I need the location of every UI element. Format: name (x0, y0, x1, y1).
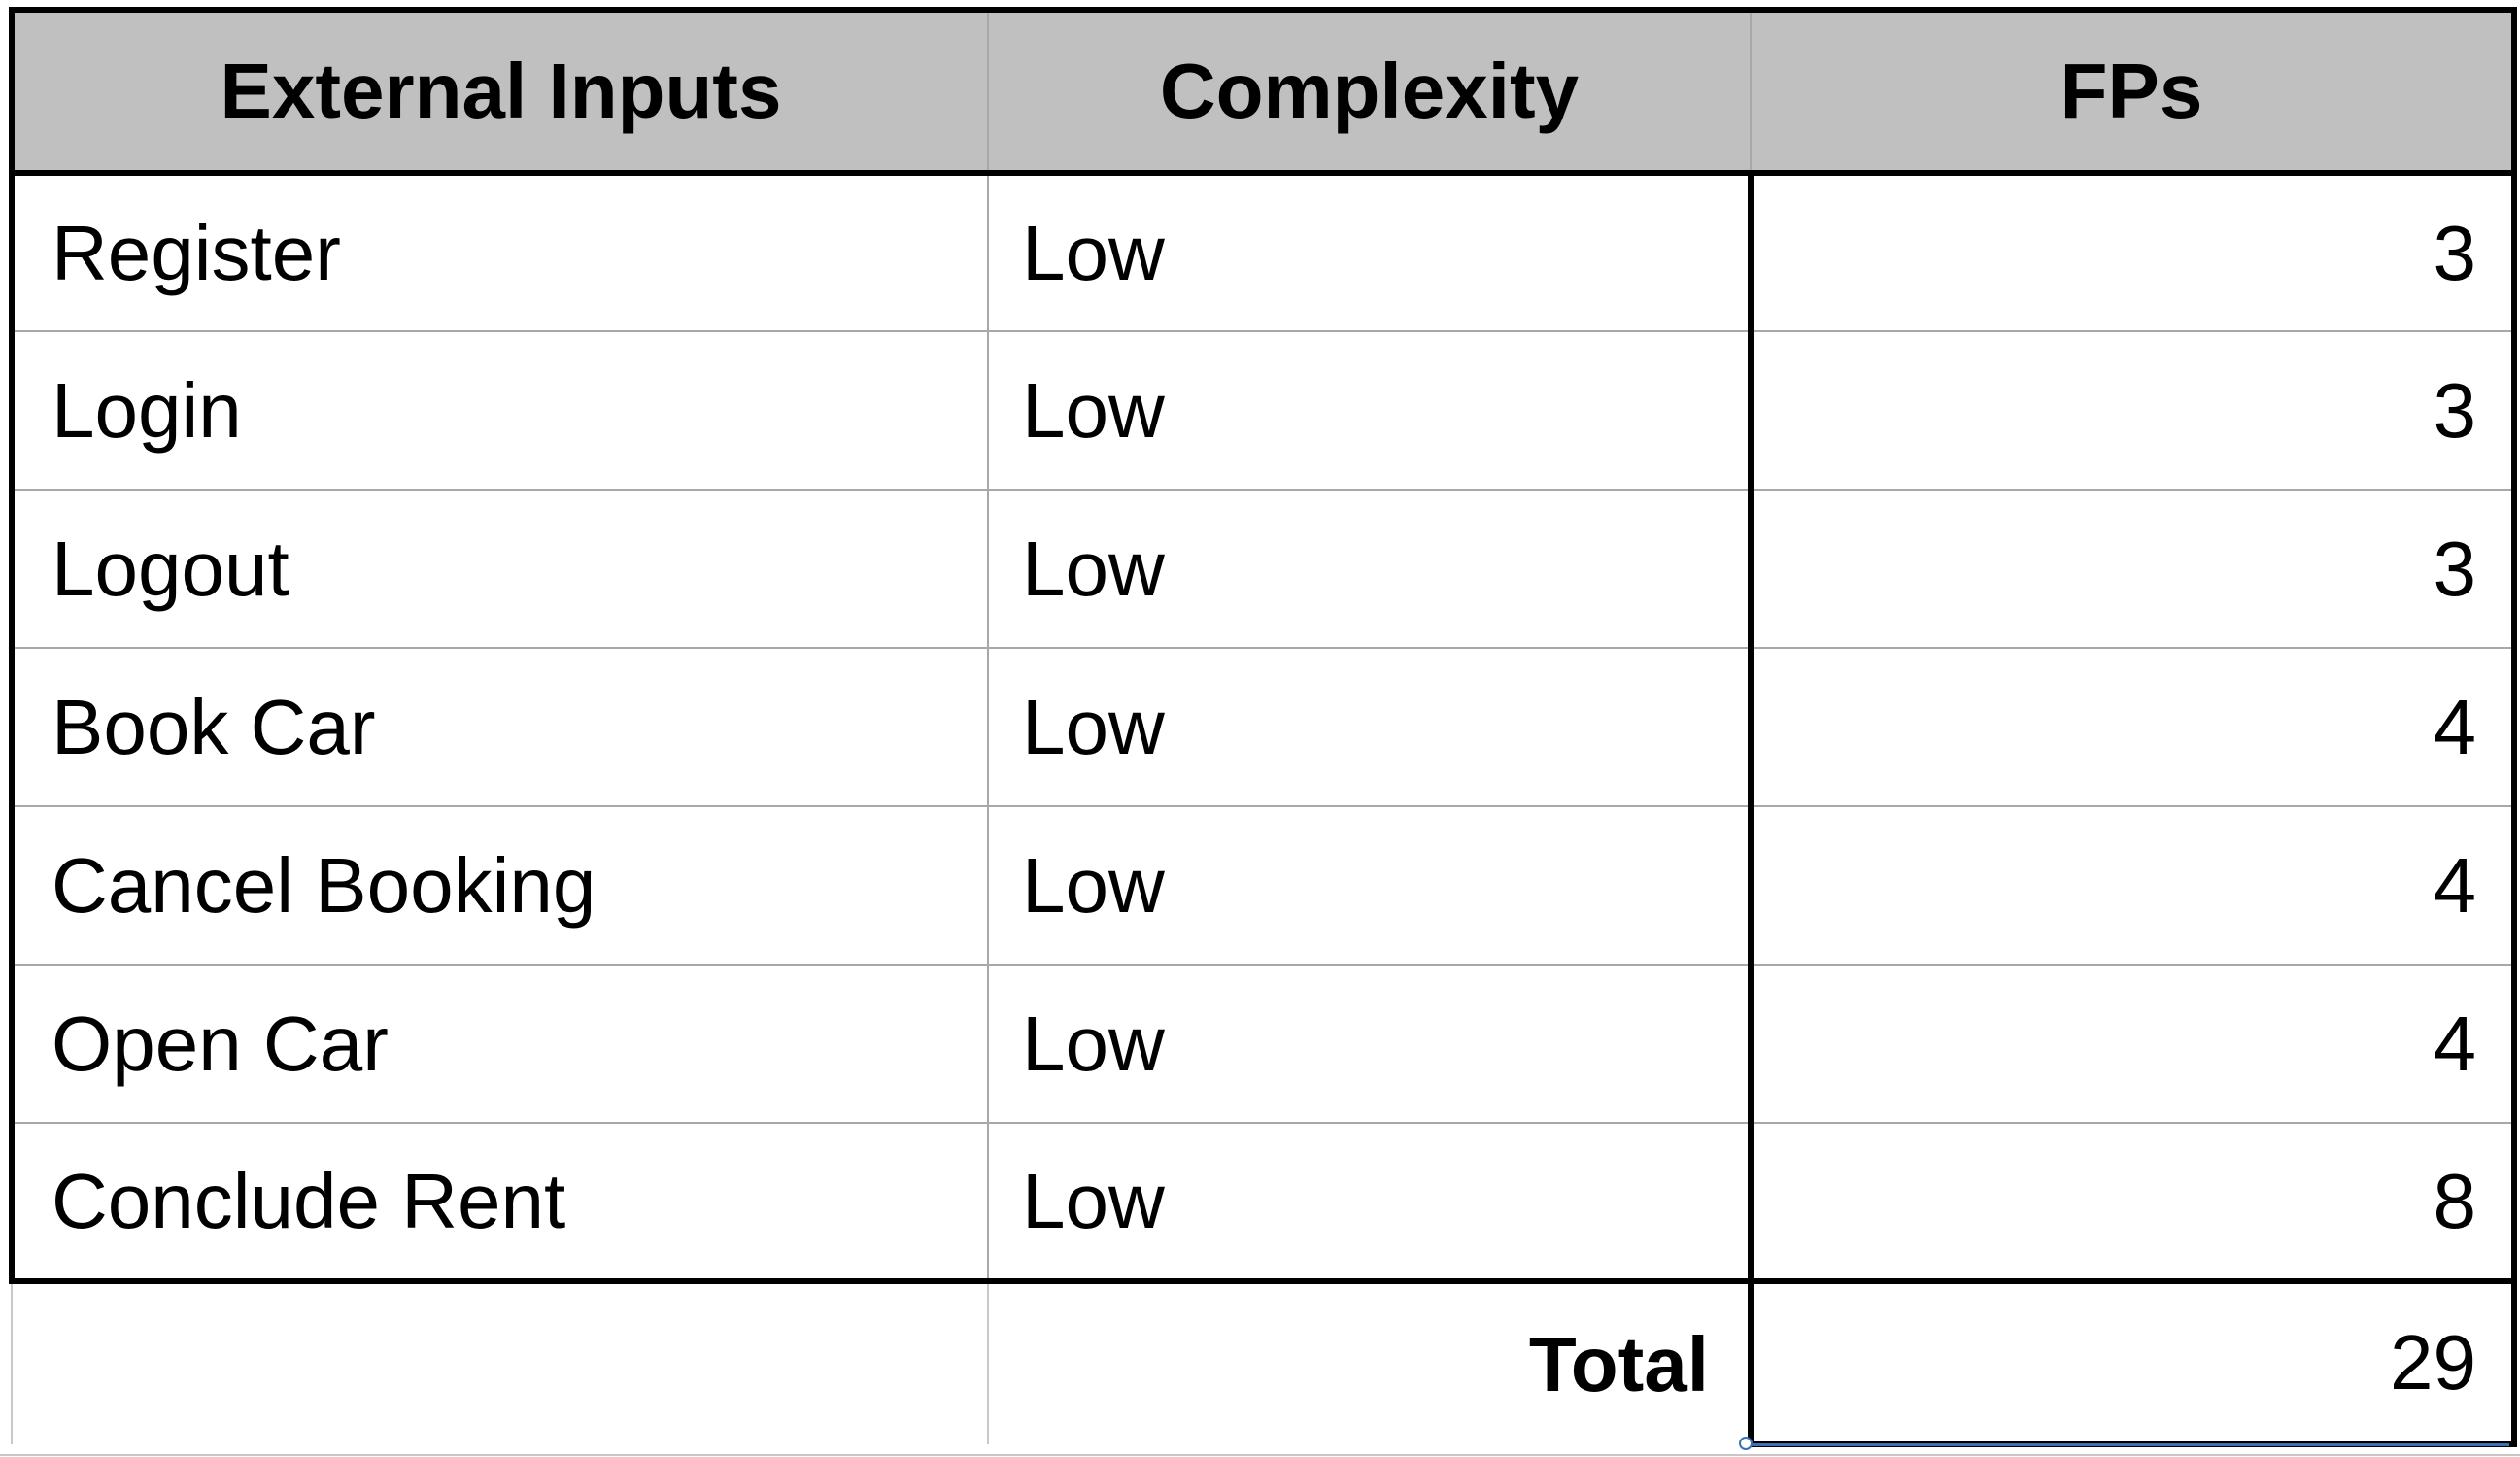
cell-input-name[interactable]: Cancel Booking (9, 806, 989, 966)
header-complexity[interactable]: Complexity (987, 7, 1752, 176)
cell-input-name[interactable]: Open Car (9, 965, 989, 1124)
table-header-row: External Inputs Complexity FPs (9, 7, 2517, 176)
cell-fps[interactable]: 3 (1748, 331, 2517, 491)
total-value[interactable]: 29 (1748, 1281, 2517, 1447)
cell-input-name[interactable]: Conclude Rent (9, 1123, 989, 1284)
selection-handle[interactable] (1739, 1437, 1753, 1450)
table-row: Login Low 3 (9, 331, 2517, 491)
cell-complexity[interactable]: Low (987, 648, 1752, 807)
total-label[interactable]: Total (987, 1281, 1752, 1444)
cell-complexity[interactable]: Low (987, 173, 1752, 332)
cell-fps[interactable]: 4 (1748, 648, 2517, 807)
table-row: Open Car Low 4 (9, 965, 2517, 1124)
cell-selection-border (1746, 1443, 2509, 1446)
header-external-inputs[interactable]: External Inputs (9, 7, 989, 176)
cell-input-name[interactable]: Login (9, 331, 989, 491)
table-row: Book Car Low 4 (9, 648, 2517, 807)
header-fps[interactable]: FPs (1750, 7, 2517, 176)
cell-input-name[interactable]: Book Car (9, 648, 989, 807)
table-row: Logout Low 3 (9, 490, 2517, 649)
cell-fps[interactable]: 4 (1748, 806, 2517, 966)
sheet-gridline (0, 1454, 2520, 1456)
cell-complexity[interactable]: Low (987, 331, 1752, 491)
table-row: Conclude Rent Low 8 (9, 1123, 2517, 1284)
cell-input-name[interactable]: Logout (9, 490, 989, 649)
function-points-table: External Inputs Complexity FPs Register … (9, 7, 2517, 1447)
cell-complexity[interactable]: Low (987, 965, 1752, 1124)
cell-complexity[interactable]: Low (987, 1123, 1752, 1284)
cell-fps[interactable]: 3 (1748, 173, 2517, 332)
total-row: Total 29 (11, 1281, 2517, 1447)
cell-input-name[interactable]: Register (9, 173, 989, 332)
table-row: Register Low 3 (9, 173, 2517, 332)
empty-cell[interactable] (11, 1281, 989, 1444)
cell-fps[interactable]: 8 (1748, 1123, 2517, 1284)
cell-fps[interactable]: 4 (1748, 965, 2517, 1124)
cell-complexity[interactable]: Low (987, 490, 1752, 649)
table-row: Cancel Booking Low 4 (9, 806, 2517, 966)
cell-fps[interactable]: 3 (1748, 490, 2517, 649)
cell-complexity[interactable]: Low (987, 806, 1752, 966)
